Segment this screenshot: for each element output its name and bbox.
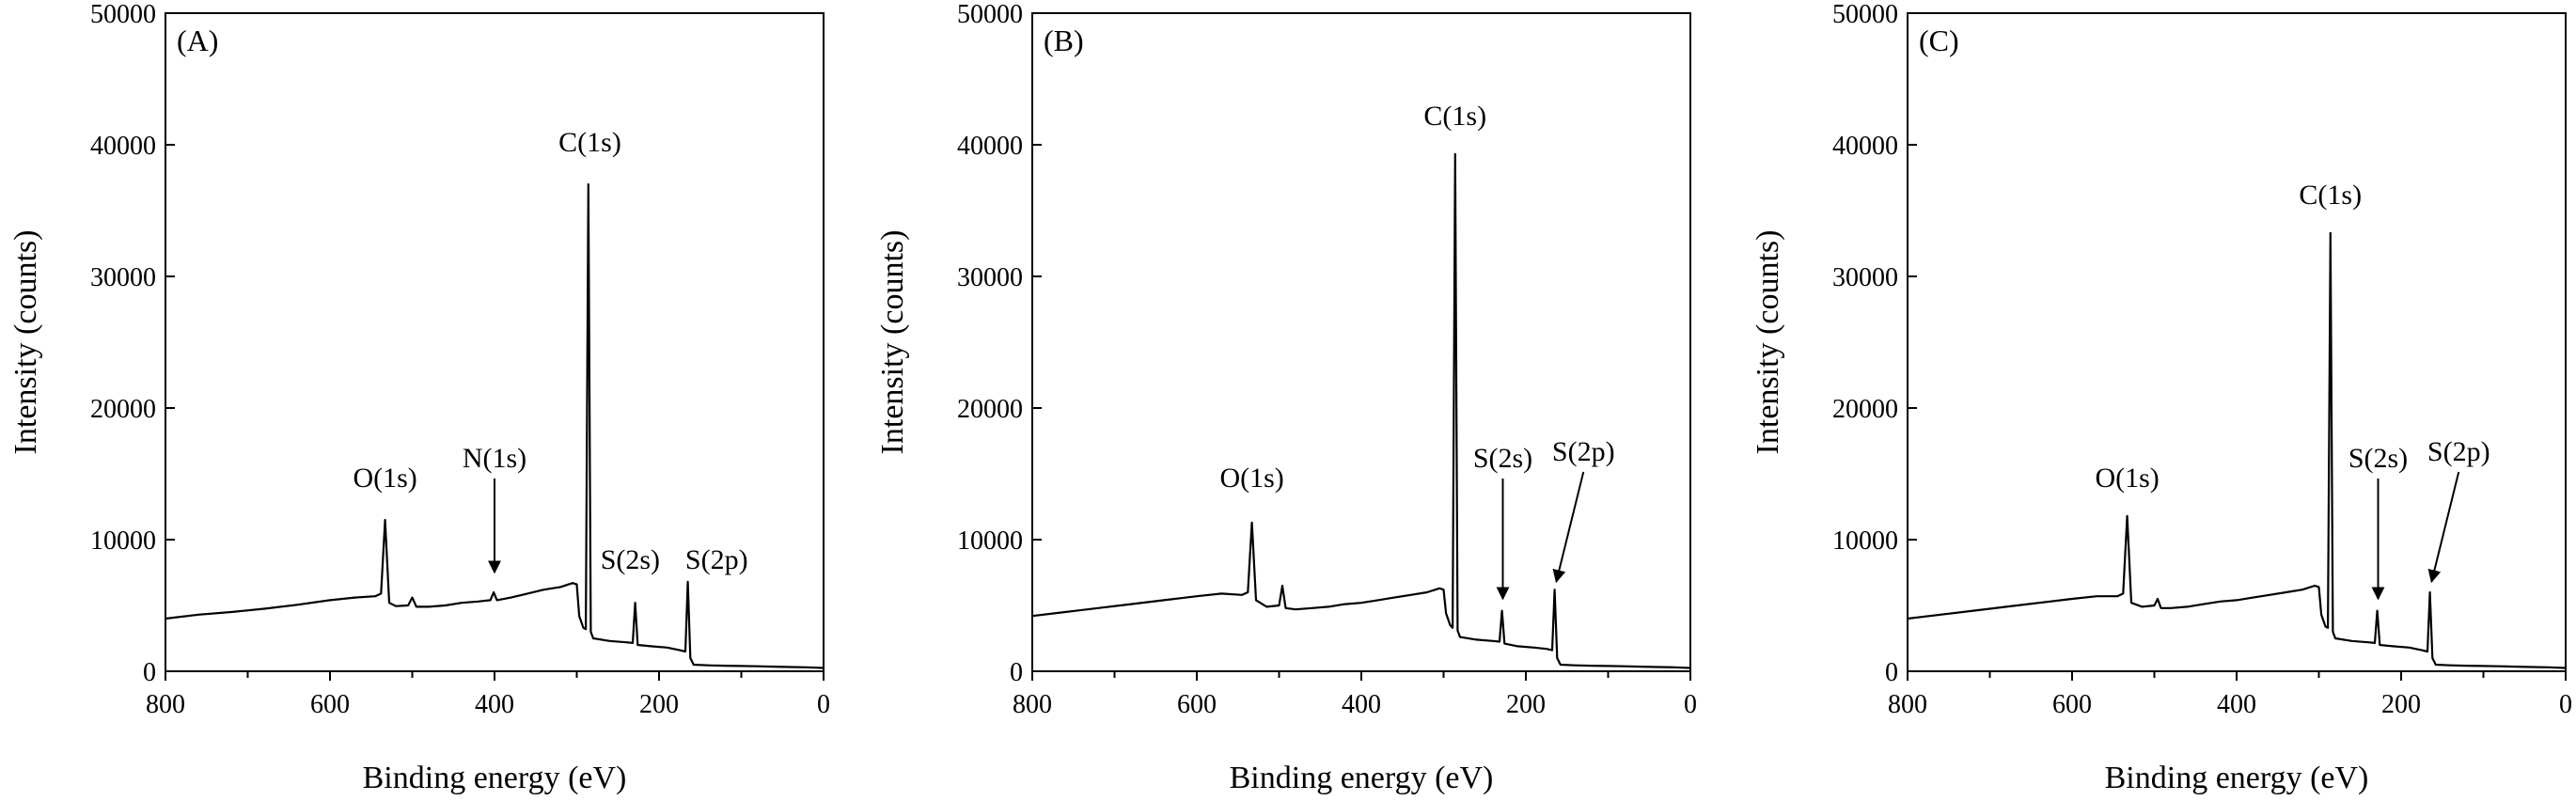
panel-label: (C) <box>1919 24 1959 57</box>
spectrum-line <box>1031 152 1691 669</box>
peak-label: O(1s) <box>1219 463 1283 494</box>
spectrum-line <box>1907 231 2567 669</box>
peak-label: S(2s) <box>601 544 660 575</box>
peak-label: S(2p) <box>685 544 748 575</box>
x-tick-label: 200 <box>639 690 679 719</box>
x-tick-label: 400 <box>1342 690 1381 719</box>
y-tick-label: 50000 <box>1832 0 1898 29</box>
x-axis-title: Binding energy (eV) <box>363 761 627 795</box>
peak-label: S(2s) <box>2348 443 2408 474</box>
chart-panel-1: 0 10000 20000 30000 40000 50000 800 600 400 200 0 B… <box>8 0 830 795</box>
peak-arrow <box>1552 471 1585 584</box>
y-axis-title: Intensity (counts) <box>1751 230 1785 455</box>
y-tick-label: 50000 <box>90 0 156 29</box>
x-tick-label: 400 <box>475 690 514 719</box>
y-tick-label: 10000 <box>90 526 156 556</box>
y-tick-label: 0 <box>143 658 156 687</box>
x-tick-label: 0 <box>1684 690 1697 719</box>
peak-label: N(1s) <box>463 443 526 474</box>
x-tick-label: 600 <box>1177 690 1217 719</box>
y-axis-title: Intensity (counts) <box>8 230 43 455</box>
y-tick-label: 10000 <box>957 526 1023 556</box>
y-tick-label: 40000 <box>90 132 156 161</box>
y-tick-label: 0 <box>1885 658 1898 687</box>
y-tick-label: 40000 <box>957 132 1023 161</box>
y-tick-label: 20000 <box>957 395 1023 424</box>
y-tick-label: 20000 <box>1832 395 1898 424</box>
peak-label: C(1s) <box>2299 180 2362 211</box>
peak-label: S(2p) <box>1552 436 1615 467</box>
x-tick-label: 800 <box>1013 690 1052 719</box>
chart-panel-3: 0 10000 20000 30000 40000 50000 800 600 400 200 0 B… <box>1751 0 2572 795</box>
y-tick-label: 50000 <box>957 0 1023 29</box>
x-tick-label: 0 <box>817 690 830 719</box>
x-axis-title: Binding energy (eV) <box>1230 761 1494 795</box>
y-tick-label: 30000 <box>90 263 156 292</box>
x-tick-label: 600 <box>310 690 350 719</box>
peak-label: O(1s) <box>353 463 416 494</box>
peak-label: S(2s) <box>1473 443 1532 474</box>
x-tick-label: 400 <box>2217 690 2256 719</box>
y-axis-title: Intensity (counts) <box>875 230 910 455</box>
panel-label: (B) <box>1044 24 1084 57</box>
peak-label: C(1s) <box>558 127 621 158</box>
x-tick-label: 200 <box>2381 690 2421 719</box>
y-tick-label: 10000 <box>1832 526 1898 556</box>
y-tick-label: 0 <box>1010 658 1023 687</box>
peak-arrow <box>2427 471 2460 584</box>
x-tick-label: 600 <box>2052 690 2092 719</box>
x-tick-label: 200 <box>1506 690 1546 719</box>
y-tick-label: 40000 <box>1832 132 1898 161</box>
spectrum-line <box>165 182 825 669</box>
x-tick-label: 800 <box>146 690 185 719</box>
y-tick-label: 30000 <box>1832 263 1898 292</box>
x-tick-label: 800 <box>1888 690 1927 719</box>
peak-label: O(1s) <box>2095 463 2159 494</box>
x-axis-title: Binding energy (eV) <box>2105 761 2369 795</box>
y-tick-label: 30000 <box>957 263 1023 292</box>
chart-panel-2: 0 10000 20000 30000 40000 50000 800 600 400 200 0 B… <box>875 0 1697 795</box>
peak-label: S(2p) <box>2427 436 2490 467</box>
y-tick-label: 20000 <box>90 395 156 424</box>
peak-label: C(1s) <box>1423 101 1486 132</box>
plot-frame <box>1907 12 2567 672</box>
x-tick-label: 0 <box>2559 690 2572 719</box>
panel-label: (A) <box>177 24 218 57</box>
plot-frame <box>1031 12 1691 672</box>
